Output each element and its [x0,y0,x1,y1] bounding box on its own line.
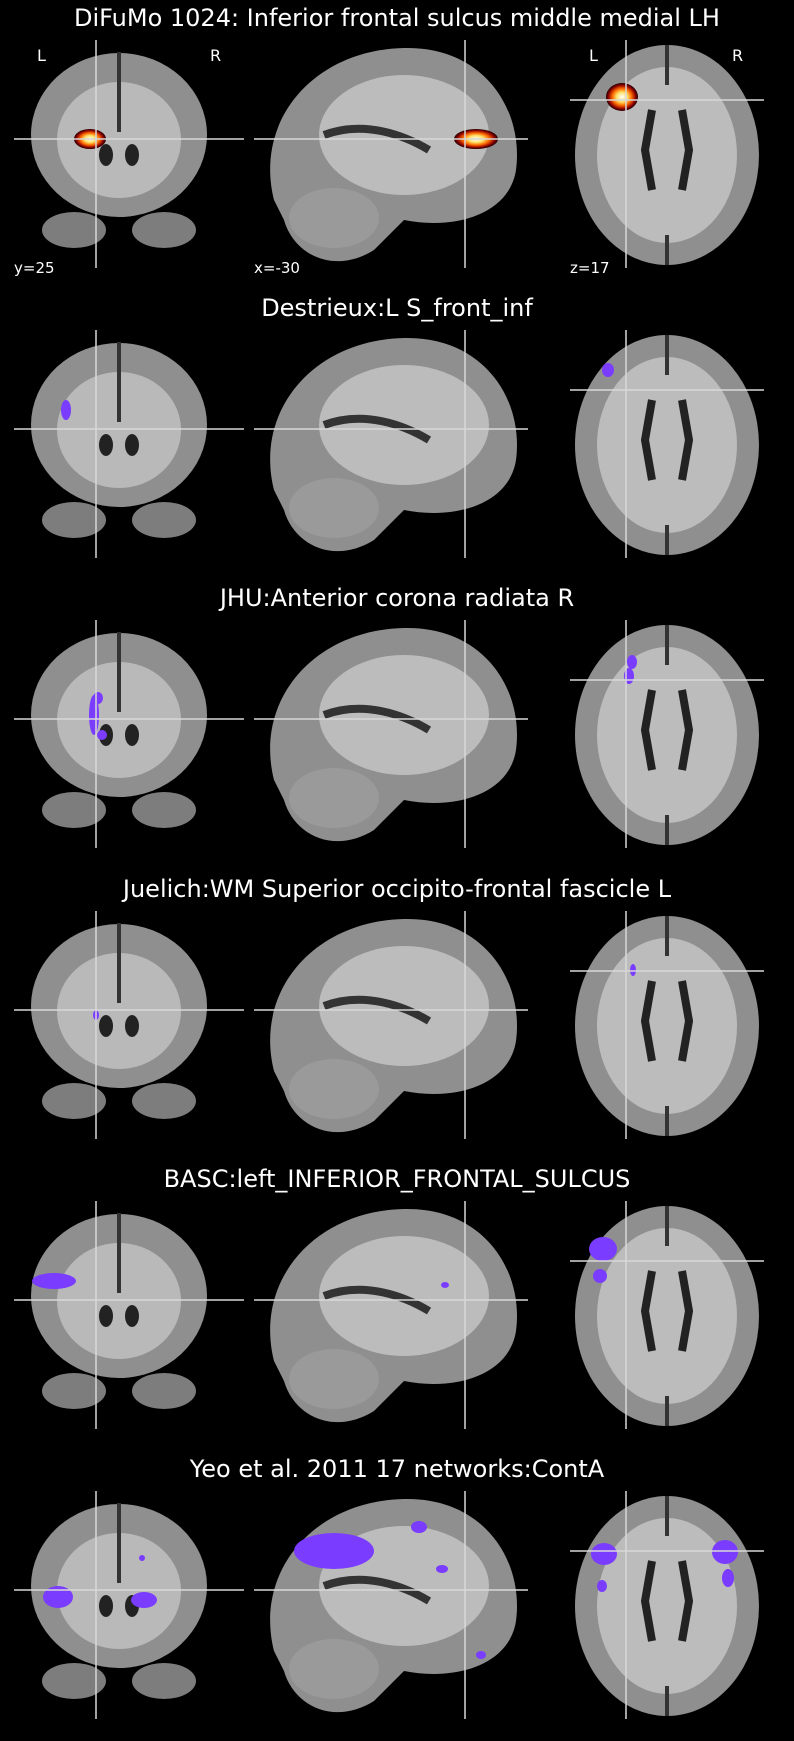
coronal-view [14,620,244,848]
sagittal-brain-slice [254,1491,528,1719]
panel: BASC:left_INFERIOR_FRONTAL_SULCUS [0,1161,794,1451]
orientation-label: R [210,46,222,65]
coronal-view [14,330,244,558]
panel-title: Juelich:WM Superior occipito-frontal fas… [122,875,672,903]
atlas-region [89,695,99,735]
cut-coordinate-label: y=25 [14,259,55,277]
axial-brain-slice [570,620,764,848]
axial-view [570,1201,764,1429]
orientation-label: L [589,46,598,65]
cut-coordinate-label: z=17 [570,259,610,277]
coronal-brain-slice [14,1201,244,1429]
panel: DiFuMo 1024: Inferior frontal sulcus mid… [0,0,794,290]
axial-view [570,330,764,558]
sagittal-brain-slice [254,330,528,558]
atlas-region [712,1540,738,1564]
panel-title: DiFuMo 1024: Inferior frontal sulcus mid… [74,4,720,32]
sagittal-view [254,911,528,1139]
atlas-region [476,1651,486,1659]
coronal-view [14,1201,244,1429]
panel: Destrieux:L S_front_inf [0,290,794,580]
panel-title: Destrieux:L S_front_inf [261,294,533,322]
axial-view [570,911,764,1139]
sagittal-brain-slice [254,40,528,268]
atlas-region [591,1543,617,1565]
sagittal-view [254,620,528,848]
panel-title: Yeo et al. 2011 17 networks:ContA [189,1455,605,1483]
atlas-region [630,964,636,976]
orientation-label: L [37,46,46,65]
atlas-region [722,1569,734,1587]
atlas-region [436,1565,448,1573]
atlas-region [131,1592,157,1608]
sagittal-brain-slice [254,911,528,1139]
atlas-region [32,1273,76,1289]
atlas-region [411,1521,427,1533]
atlas-region [61,400,71,420]
axial-brain-slice [570,1201,764,1429]
panel-title: JHU:Anterior corona radiata R [219,584,575,612]
sagittal-brain-slice [254,620,528,848]
sagittal-view [254,1491,528,1719]
coronal-brain-slice [14,330,244,558]
axial-view [570,40,764,268]
axial-view [570,1491,764,1719]
atlas-region [139,1555,145,1561]
atlas-region [294,1533,374,1569]
axial-view [570,620,764,848]
activation-blob [606,83,638,111]
axial-brain-slice [570,330,764,558]
axial-brain-slice [570,40,764,268]
sagittal-view [254,40,528,268]
atlas-region [597,1580,607,1592]
sagittal-view [254,1201,528,1429]
coronal-brain-slice [14,1491,244,1719]
atlas-region [43,1586,73,1608]
coronal-view [14,40,244,268]
atlas-region [627,655,637,669]
coronal-view [14,911,244,1139]
panel: Yeo et al. 2011 17 networks:ContA [0,1451,794,1741]
panel-title: BASC:left_INFERIOR_FRONTAL_SULCUS [163,1165,631,1193]
sagittal-view [254,330,528,558]
coronal-view [14,1491,244,1719]
axial-brain-slice [570,911,764,1139]
cut-coordinate-label: x=-30 [254,259,300,277]
panel: JHU:Anterior corona radiata R [0,580,794,870]
atlas-region [97,730,107,740]
coronal-brain-slice [14,911,244,1139]
coronal-brain-slice [14,620,244,848]
coronal-brain-slice [14,40,244,268]
orientation-label: R [732,46,744,65]
atlas-region [602,363,614,377]
panel: Juelich:WM Superior occipito-frontal fas… [0,871,794,1161]
atlas-region [589,1237,617,1261]
sagittal-brain-slice [254,1201,528,1429]
axial-brain-slice [570,1491,764,1719]
atlas-region [441,1282,449,1288]
atlas-region [593,1269,607,1283]
